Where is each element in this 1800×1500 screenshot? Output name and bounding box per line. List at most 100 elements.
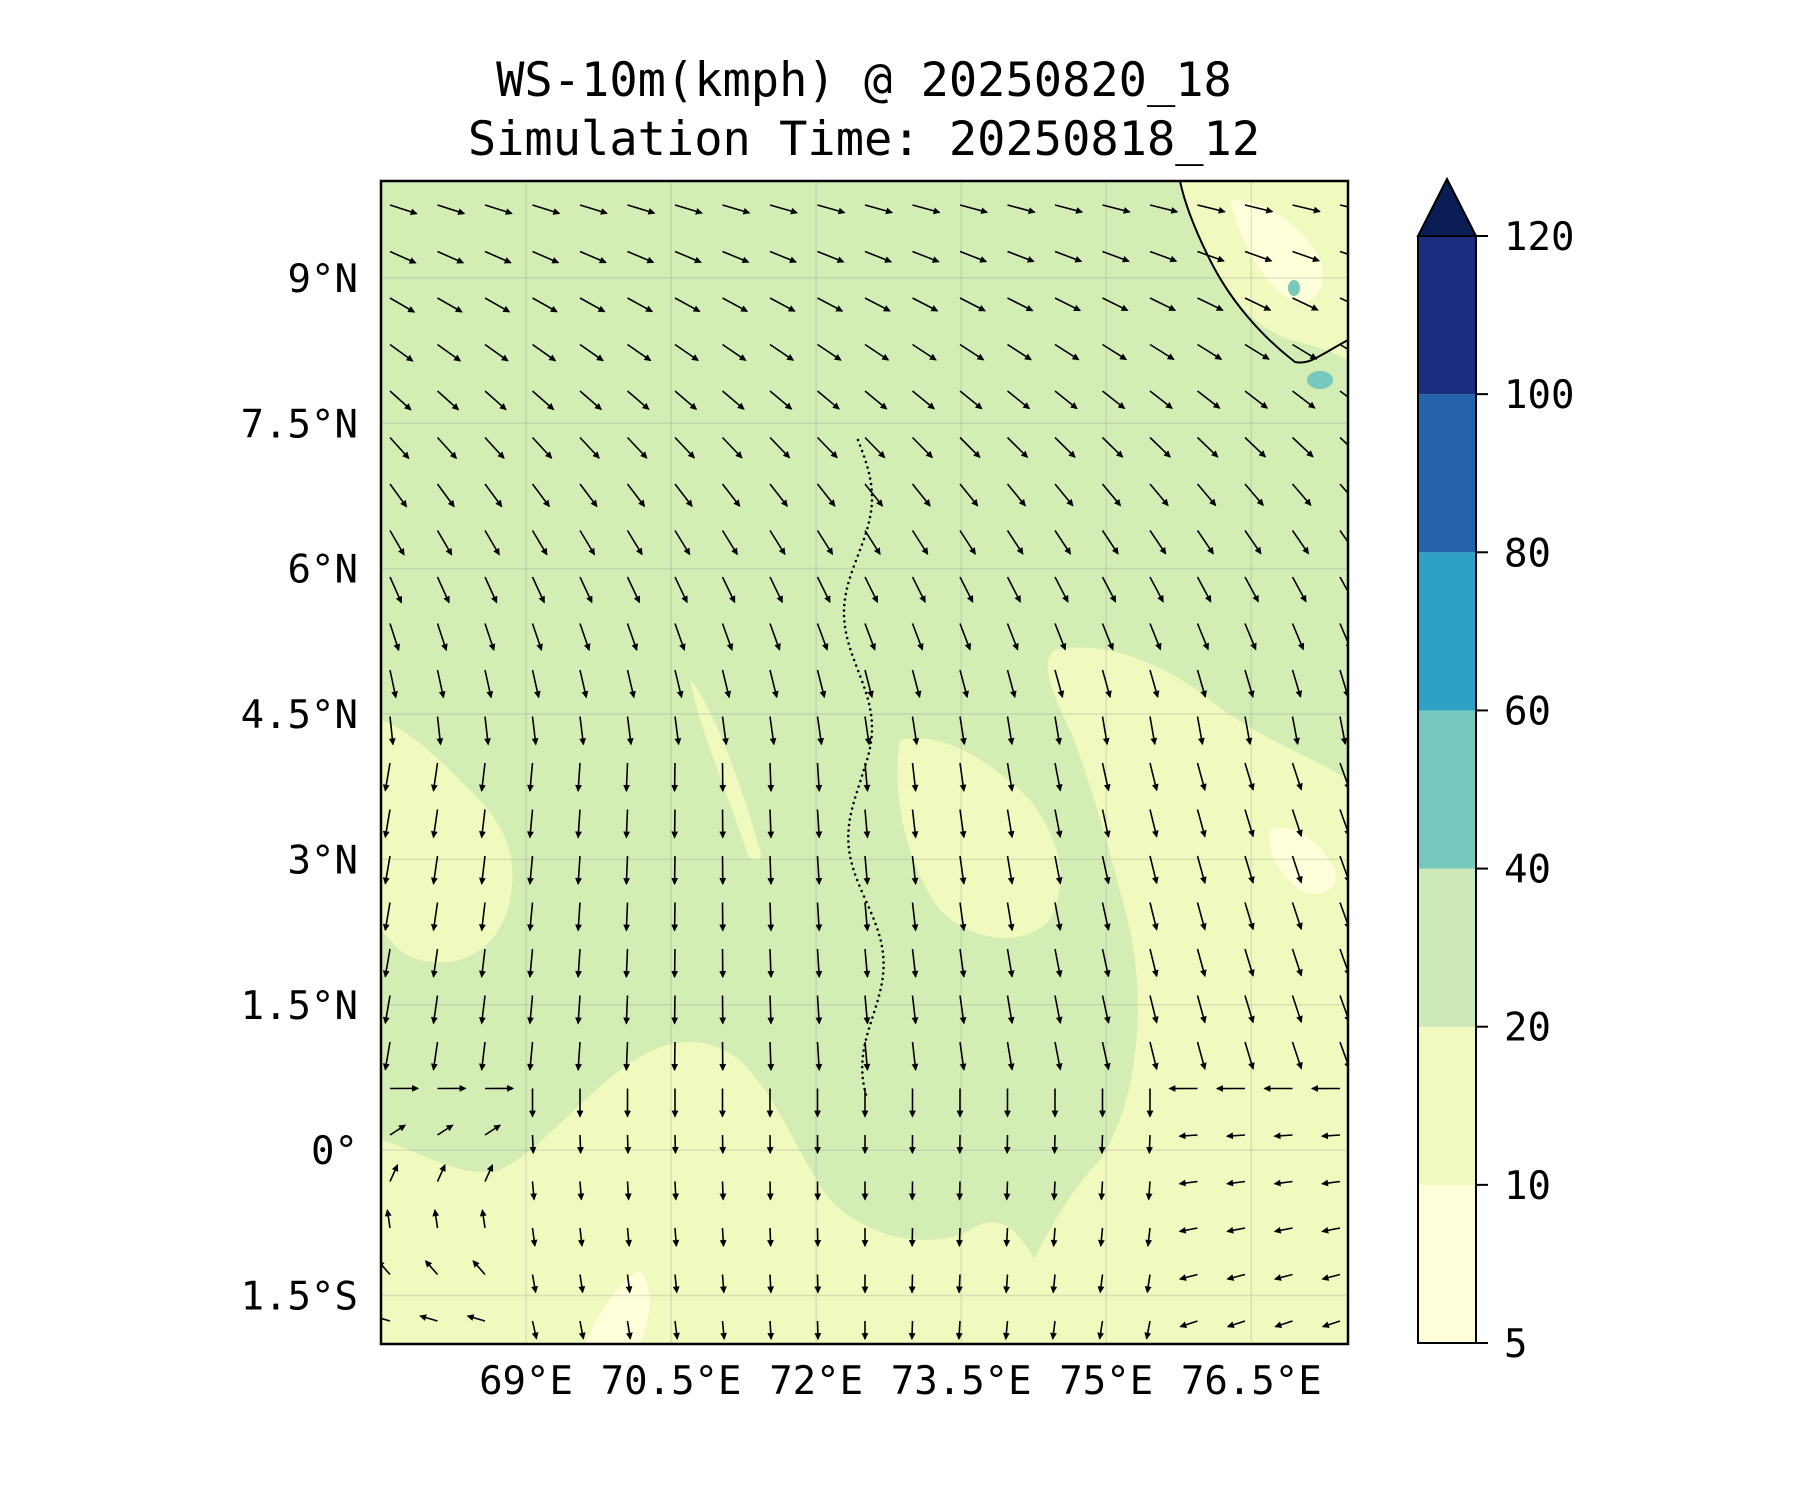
wind-arrow bbox=[627, 204, 656, 215]
wind-arrow bbox=[1051, 1088, 1059, 1118]
colorbar-tick-label: 80 bbox=[1504, 531, 1551, 576]
wind-arrow bbox=[1102, 390, 1126, 410]
wind-arrow bbox=[815, 1041, 823, 1072]
wind-arrow bbox=[1144, 1274, 1152, 1294]
wind-arrow bbox=[579, 669, 589, 699]
wind-arrow bbox=[721, 623, 734, 651]
wind-arrow bbox=[1102, 250, 1130, 263]
x-tick-label: 75°E bbox=[1059, 1359, 1153, 1404]
wind-arrow bbox=[1149, 297, 1177, 312]
wind-arrow bbox=[769, 530, 786, 556]
wind-arrow bbox=[1197, 390, 1221, 409]
island-dot bbox=[849, 812, 853, 816]
wind-arrow bbox=[578, 1274, 586, 1294]
island-dot bbox=[877, 933, 881, 937]
wind-arrow bbox=[479, 902, 486, 932]
wind-arrow bbox=[532, 250, 560, 264]
wind-arrow bbox=[909, 1134, 916, 1155]
wind-arrow bbox=[437, 250, 465, 264]
y-tick-label: 3°N bbox=[288, 838, 358, 883]
wind-arrow bbox=[814, 1227, 822, 1248]
wind-arrow bbox=[861, 1134, 869, 1155]
wind-arrow bbox=[531, 483, 550, 508]
wind-arrow bbox=[1339, 343, 1348, 351]
wind-arrow bbox=[579, 250, 607, 264]
wind-arrow bbox=[1007, 250, 1035, 263]
wind-arrow bbox=[816, 390, 840, 410]
wind-arrow bbox=[1244, 716, 1253, 746]
wind-arrow bbox=[484, 204, 513, 215]
wind-arrow bbox=[579, 390, 602, 411]
colorbar-segment bbox=[1418, 710, 1476, 869]
wind-arrow bbox=[864, 530, 881, 556]
calm-region-southwest bbox=[585, 1270, 650, 1344]
wind-arrow bbox=[912, 297, 939, 312]
island-dot bbox=[843, 598, 847, 601]
wind-arrow bbox=[1006, 948, 1015, 978]
wind-arrow bbox=[1003, 1274, 1010, 1294]
wind-arrow bbox=[1101, 436, 1124, 458]
wind-arrow bbox=[719, 809, 727, 839]
wind-arrow bbox=[436, 623, 448, 652]
wind-arrow bbox=[1149, 576, 1164, 603]
wind-arrow bbox=[769, 297, 796, 312]
wind-arrow bbox=[1244, 902, 1255, 931]
wind-arrow bbox=[720, 1274, 727, 1294]
wind-arrow bbox=[814, 1274, 822, 1294]
island-dot bbox=[847, 845, 851, 849]
island-dot bbox=[847, 642, 850, 645]
wind-arrow bbox=[1054, 855, 1063, 885]
wind-arrow bbox=[579, 204, 608, 215]
wind-arrow bbox=[579, 623, 591, 652]
colorbar-tick-label: 5 bbox=[1504, 1322, 1527, 1367]
wind-arrow bbox=[959, 297, 986, 312]
colorbar-tick-label: 120 bbox=[1504, 215, 1574, 260]
wind-arrow bbox=[1291, 530, 1310, 555]
wind-arrow bbox=[625, 1274, 633, 1294]
colorbar-tick-label: 20 bbox=[1504, 1006, 1551, 1051]
wind-arrow bbox=[577, 1181, 585, 1201]
island-dot bbox=[859, 779, 862, 783]
wind-arrow bbox=[430, 1041, 439, 1071]
wind-arrow bbox=[479, 809, 486, 839]
colorbar-segment bbox=[1418, 236, 1476, 395]
wind-arrow bbox=[1149, 204, 1179, 214]
coastline-india bbox=[1179, 181, 1348, 364]
island-dot bbox=[870, 504, 873, 508]
wind-arrow bbox=[531, 530, 548, 556]
wind-arrow bbox=[1006, 995, 1015, 1025]
wind-arrow bbox=[767, 1320, 775, 1341]
wind-arrow bbox=[672, 1227, 680, 1248]
y-tick-label: 9°N bbox=[288, 257, 358, 302]
wind-arrow bbox=[389, 343, 414, 362]
island-dot bbox=[861, 1060, 864, 1063]
island-dot bbox=[870, 499, 874, 502]
wind-arrow bbox=[719, 948, 727, 979]
wind-arrow bbox=[1054, 483, 1074, 507]
wind-arrow bbox=[430, 948, 439, 978]
wind-arrow bbox=[1006, 855, 1015, 885]
wind-arrow bbox=[1196, 902, 1207, 931]
island-dot bbox=[882, 966, 885, 970]
wind-arrow bbox=[436, 576, 450, 604]
map-area bbox=[381, 181, 1348, 1344]
wind-arrow bbox=[484, 483, 503, 508]
colorbar-segment bbox=[1418, 552, 1476, 711]
wind-arrow bbox=[959, 483, 979, 507]
wind-arrow bbox=[437, 297, 463, 313]
island-dot bbox=[868, 515, 872, 519]
wind-arrow bbox=[1291, 623, 1305, 651]
light-wind-regions bbox=[381, 181, 1348, 1344]
island-dot bbox=[861, 1076, 865, 1080]
colorbar-tick-label: 10 bbox=[1504, 1164, 1551, 1209]
wind-arrow bbox=[1320, 1132, 1341, 1140]
wind-arrow bbox=[1149, 343, 1175, 361]
wind-arrow bbox=[1310, 1085, 1341, 1092]
island-dot bbox=[870, 730, 874, 733]
wind-arrow bbox=[864, 390, 888, 410]
wind-arrow bbox=[959, 390, 983, 410]
wind-arrow bbox=[864, 483, 884, 507]
wind-arrow bbox=[389, 390, 412, 411]
wind-arrow bbox=[861, 1320, 869, 1341]
wind-arrow bbox=[436, 1164, 446, 1182]
